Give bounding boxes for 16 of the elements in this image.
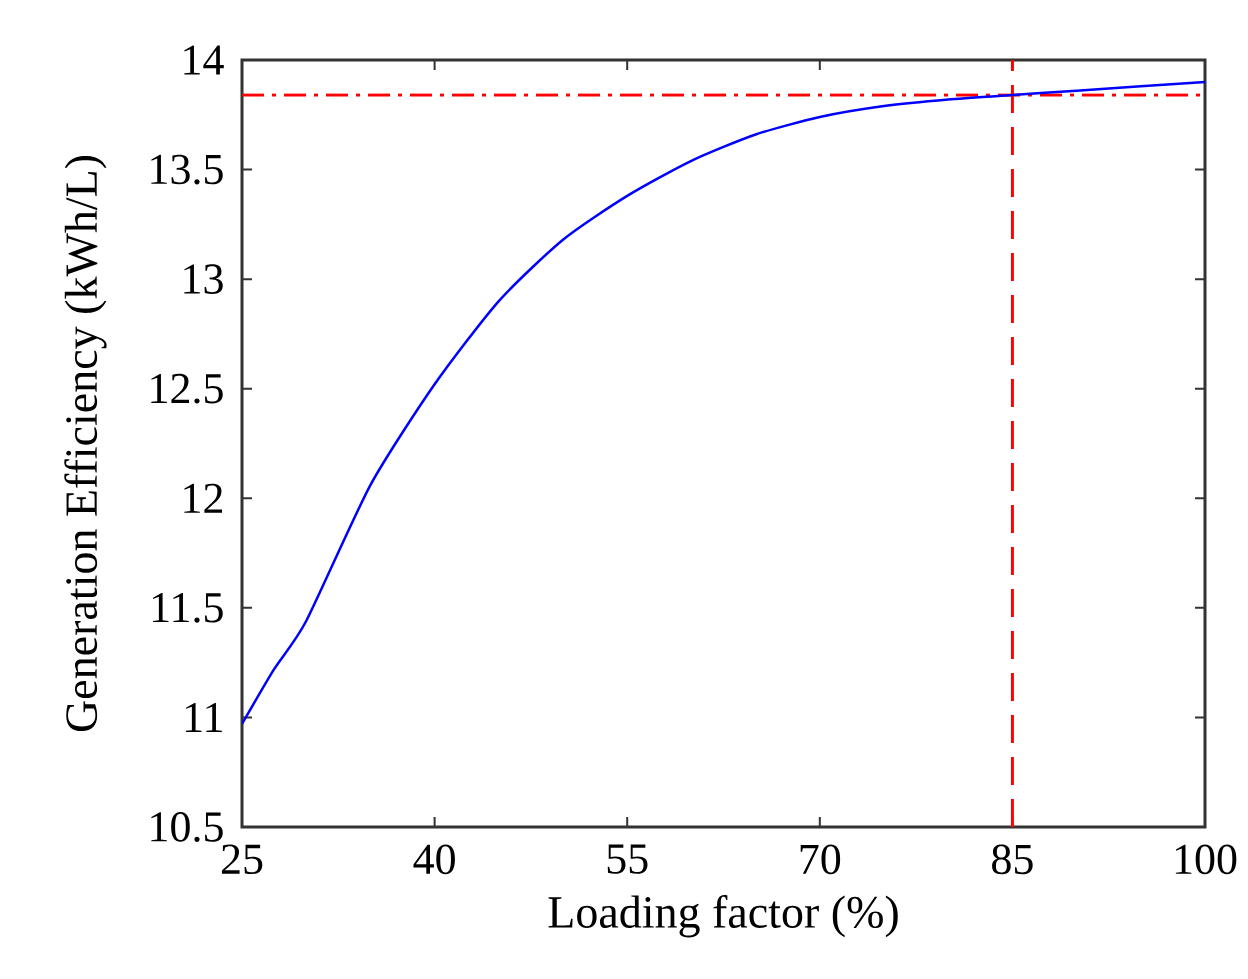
x-tick-label: 55 [607, 844, 648, 874]
x-tick-label: 85 [992, 844, 1033, 875]
y-tick-label: 12 [184, 483, 223, 513]
x-tick-label: 100 [1175, 844, 1237, 875]
x-tick-label: 70 [800, 844, 841, 875]
y-axis-title: Generation Efficiency (kWh/L) [64, 155, 107, 732]
y-tick-label: 13.5 [151, 154, 223, 185]
x-tick-label: 25 [221, 844, 263, 875]
y-tick-label: 13 [184, 264, 223, 294]
y-tick-label: 10.5 [151, 812, 223, 842]
y-tick-label: 12.5 [151, 373, 223, 404]
y-tick-label: 11.5 [152, 593, 223, 623]
x-tick-label: 40 [413, 844, 455, 875]
x-axis-title: Loading factor (%) [548, 895, 898, 938]
y-tick-label: 11 [185, 702, 222, 732]
y-tick-label: 14 [184, 45, 224, 75]
